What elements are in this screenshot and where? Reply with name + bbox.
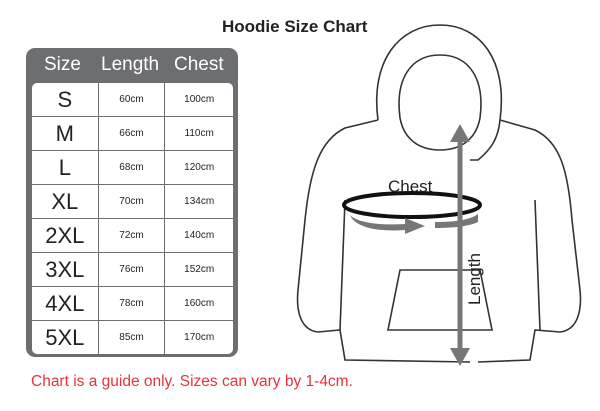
length-label: Length	[465, 253, 484, 305]
size-table: Size Length Chest S 60cm 100cm M 66cm 110cm L 6…	[26, 48, 238, 357]
chest-cell: 152cm	[165, 253, 233, 286]
size-cell: XL	[32, 185, 98, 218]
length-cell: 78cm	[98, 287, 165, 320]
header-length: Length	[101, 54, 160, 75]
length-cell: 70cm	[98, 185, 165, 218]
length-cell: 66cm	[98, 117, 165, 150]
chest-label: Chest	[388, 177, 433, 196]
length-cell: 68cm	[98, 151, 165, 184]
chest-cell: 100cm	[165, 83, 233, 116]
table-row: 2XL 72cm 140cm	[32, 219, 233, 252]
size-cell: M	[32, 117, 98, 150]
chest-cell: 140cm	[165, 219, 233, 252]
length-cell: 85cm	[98, 321, 165, 354]
size-disclaimer: Chart is a guide only. Sizes can vary by…	[31, 373, 353, 390]
size-cell: S	[32, 83, 98, 116]
chest-band	[342, 191, 482, 219]
table-row: 3XL 76cm 152cm	[32, 253, 233, 286]
chest-cell: 170cm	[165, 321, 233, 354]
size-cell: 4XL	[32, 287, 98, 320]
table-row: XL 70cm 134cm	[32, 185, 233, 218]
size-cell: 5XL	[32, 321, 98, 354]
table-row: L 68cm 120cm	[32, 151, 233, 184]
length-cell: 76cm	[98, 253, 165, 286]
chest-cell: 110cm	[165, 117, 233, 150]
length-cell: 72cm	[98, 219, 165, 252]
length-cell: 60cm	[98, 83, 165, 116]
chest-cell: 160cm	[165, 287, 233, 320]
header-size: Size	[44, 54, 81, 75]
chest-arrow-icon	[350, 215, 425, 234]
hoodie-outline-icon	[296, 24, 582, 363]
size-cell: L	[32, 151, 98, 184]
header-chest: Chest	[174, 54, 224, 75]
chart-title: Hoodie Size Chart	[222, 17, 368, 36]
chest-cell: 134cm	[165, 185, 233, 218]
size-cell: 3XL	[32, 253, 98, 286]
table-row: S 60cm 100cm	[32, 83, 233, 116]
table-row: 4XL 78cm 160cm	[32, 287, 233, 320]
table-row: 5XL 85cm 170cm	[32, 321, 233, 354]
size-cell: 2XL	[32, 219, 98, 252]
table-row: M 66cm 110cm	[32, 117, 233, 150]
chest-cell: 120cm	[165, 151, 233, 184]
size-table-body: S 60cm 100cm M 66cm 110cm L 68cm 120cm XL 70cm 134c…	[32, 83, 233, 354]
